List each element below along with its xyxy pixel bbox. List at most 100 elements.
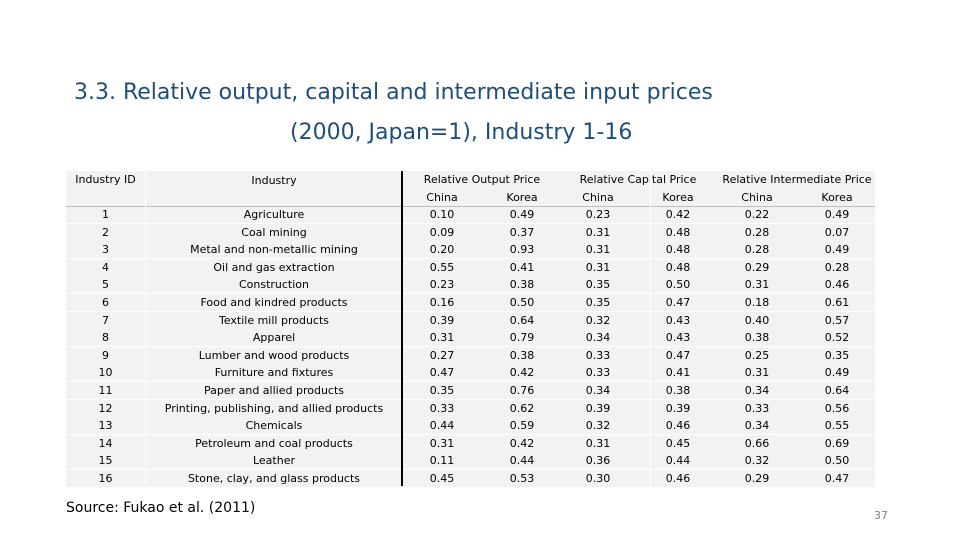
cell-capital-korea: 0.47 [665,348,691,362]
cell-output-china: 0.20 [429,243,455,257]
cell-intermediate-korea: 0.47 [824,472,850,485]
subheader-capital-china: China [582,191,614,204]
table-row: 8 Apparel 0.31 0.79 0.34 0.43 0.38 0.52 [66,329,875,347]
cell-industry-id: 4 [102,260,109,274]
table-row: 12 Printing, publishing, and allied produ… [66,399,875,417]
cell-intermediate-korea: 0.35 [824,348,850,362]
table-row: 9 Lumber and wood products 0.27 0.38 0.33 0.4… [66,346,875,364]
cell-capital-korea: 0.41 [665,366,691,380]
cell-capital-korea: 0.38 [665,384,691,397]
cell-industry-id: 3 [102,243,109,257]
cell-output-china: 0.16 [429,296,455,309]
cell-intermediate-korea: 0.07 [824,225,850,239]
cell-intermediate-china: 0.66 [744,436,770,450]
cell-output-china: 0.39 [429,313,455,327]
cell-industry-name: Food and kindred products [200,296,348,309]
table-row: 13 Chemicals 0.44 0.59 0.32 0.46 0.34 0.55 [66,417,875,435]
cell-capital-china: 0.36 [585,454,611,468]
cell-output-china: 0.10 [429,208,455,221]
cell-intermediate-china: 0.18 [744,296,770,309]
cell-capital-china: 0.23 [585,208,611,221]
page-number: 37 [874,509,888,522]
table-row: 4 Oil and gas extraction 0.55 0.41 0.31 0.48 0… [66,258,875,276]
cell-industry-id: 2 [102,225,109,239]
cell-industry-name: Coal mining [241,225,307,239]
cell-capital-china: 0.34 [585,384,611,397]
cell-industry-name: Stone, clay, and glass products [187,472,361,485]
cell-industry-name: Petroleum and coal products [195,436,353,450]
cell-capital-korea: 0.46 [665,419,691,433]
cell-capital-china: 0.31 [585,436,611,450]
cell-industry-id: 7 [102,313,109,327]
cell-output-korea: 0.79 [509,331,535,345]
slide-title-line-2: (2000, Japan=1), Industry 1-16 [290,120,633,145]
cell-industry-name: Oil and gas extraction [213,260,335,274]
cell-intermediate-china: 0.34 [744,384,770,397]
table-row: 10 Furniture and fixtures 0.47 0.42 0.33 0.41… [66,364,875,382]
cell-intermediate-korea: 0.49 [824,243,850,257]
cell-output-korea: 0.44 [509,454,535,468]
cell-capital-korea: 0.48 [665,243,691,257]
column-separator [650,171,651,486]
cell-industry-name: Agriculture [243,208,305,221]
cell-intermediate-china: 0.25 [744,348,770,362]
cell-intermediate-china: 0.29 [744,260,770,274]
cell-capital-korea: 0.43 [665,331,691,345]
cell-capital-korea: 0.50 [665,278,691,292]
cell-output-china: 0.44 [429,419,455,433]
cell-industry-name: Lumber and wood products [198,348,350,362]
subheader-output-korea: Korea [506,191,538,204]
cell-capital-korea: 0.47 [665,296,691,309]
cell-output-china: 0.23 [429,278,455,292]
cell-output-china: 0.33 [429,401,455,415]
subheader-output-china: China [426,191,458,204]
cell-intermediate-korea: 0.49 [824,366,850,380]
subheader-intermediate-korea: Korea [821,191,853,204]
cell-output-korea: 0.37 [509,225,535,239]
cell-capital-china: 0.33 [585,348,611,362]
cell-output-korea: 0.41 [509,260,535,274]
table-row: 11 Paper and allied products 0.35 0.76 0.34 0… [66,382,875,399]
cell-industry-id: 11 [98,384,113,397]
cell-industry-name: Furniture and fixtures [214,366,334,380]
cell-intermediate-korea: 0.28 [824,260,850,274]
slide-title-line-1: 3.3. Relative output, capital and interm… [74,80,713,105]
cell-output-korea: 0.62 [509,401,535,415]
cell-output-korea: 0.38 [509,348,535,362]
cell-output-korea: 0.42 [509,366,535,380]
header-capital-price: Relative Capital Price [579,173,697,186]
subheader-intermediate-china: China [741,191,773,204]
cell-intermediate-china: 0.31 [744,278,770,292]
cell-output-korea: 0.38 [509,278,535,292]
subheader-capital-korea: Korea [662,191,694,204]
cell-capital-korea: 0.46 [665,472,691,485]
table-row: 5 Construction 0.23 0.38 0.35 0.50 0.31 0.46 [66,276,875,294]
table-row: 3 Metal and non-metallic mining 0.20 0.93 0.… [66,241,875,259]
cell-capital-china: 0.35 [585,278,611,292]
cell-output-korea: 0.42 [509,436,535,450]
cell-capital-korea: 0.43 [665,313,691,327]
cell-capital-china: 0.32 [585,313,611,327]
cell-industry-name: Leather [252,454,296,468]
cell-intermediate-china: 0.32 [744,454,770,468]
column-separator [145,171,146,486]
cell-industry-name: Textile mill products [218,313,330,327]
cell-capital-korea: 0.45 [665,436,691,450]
cell-industry-id: 9 [102,348,109,362]
table-row: 7 Textile mill products 0.39 0.64 0.32 0.43 0.… [66,311,875,329]
cell-industry-id: 14 [98,436,113,450]
cell-intermediate-china: 0.34 [744,419,770,433]
cell-industry-name: Chemicals [245,419,303,433]
cell-output-china: 0.45 [429,472,455,485]
cell-intermediate-korea: 0.46 [824,278,850,292]
header-divider [66,206,875,207]
table-row: 15 Leather 0.11 0.44 0.36 0.44 0.32 0.50 [66,452,875,470]
cell-output-china: 0.11 [429,454,455,468]
source-note: Source: Fukao et al. (2011) [66,500,256,516]
cell-intermediate-china: 0.33 [744,401,770,415]
header-industry-id: Industry ID [75,173,136,186]
cell-output-china: 0.31 [429,331,455,345]
cell-output-china: 0.31 [429,436,455,450]
cell-capital-korea: 0.42 [665,208,691,221]
cell-industry-id: 8 [102,331,109,345]
